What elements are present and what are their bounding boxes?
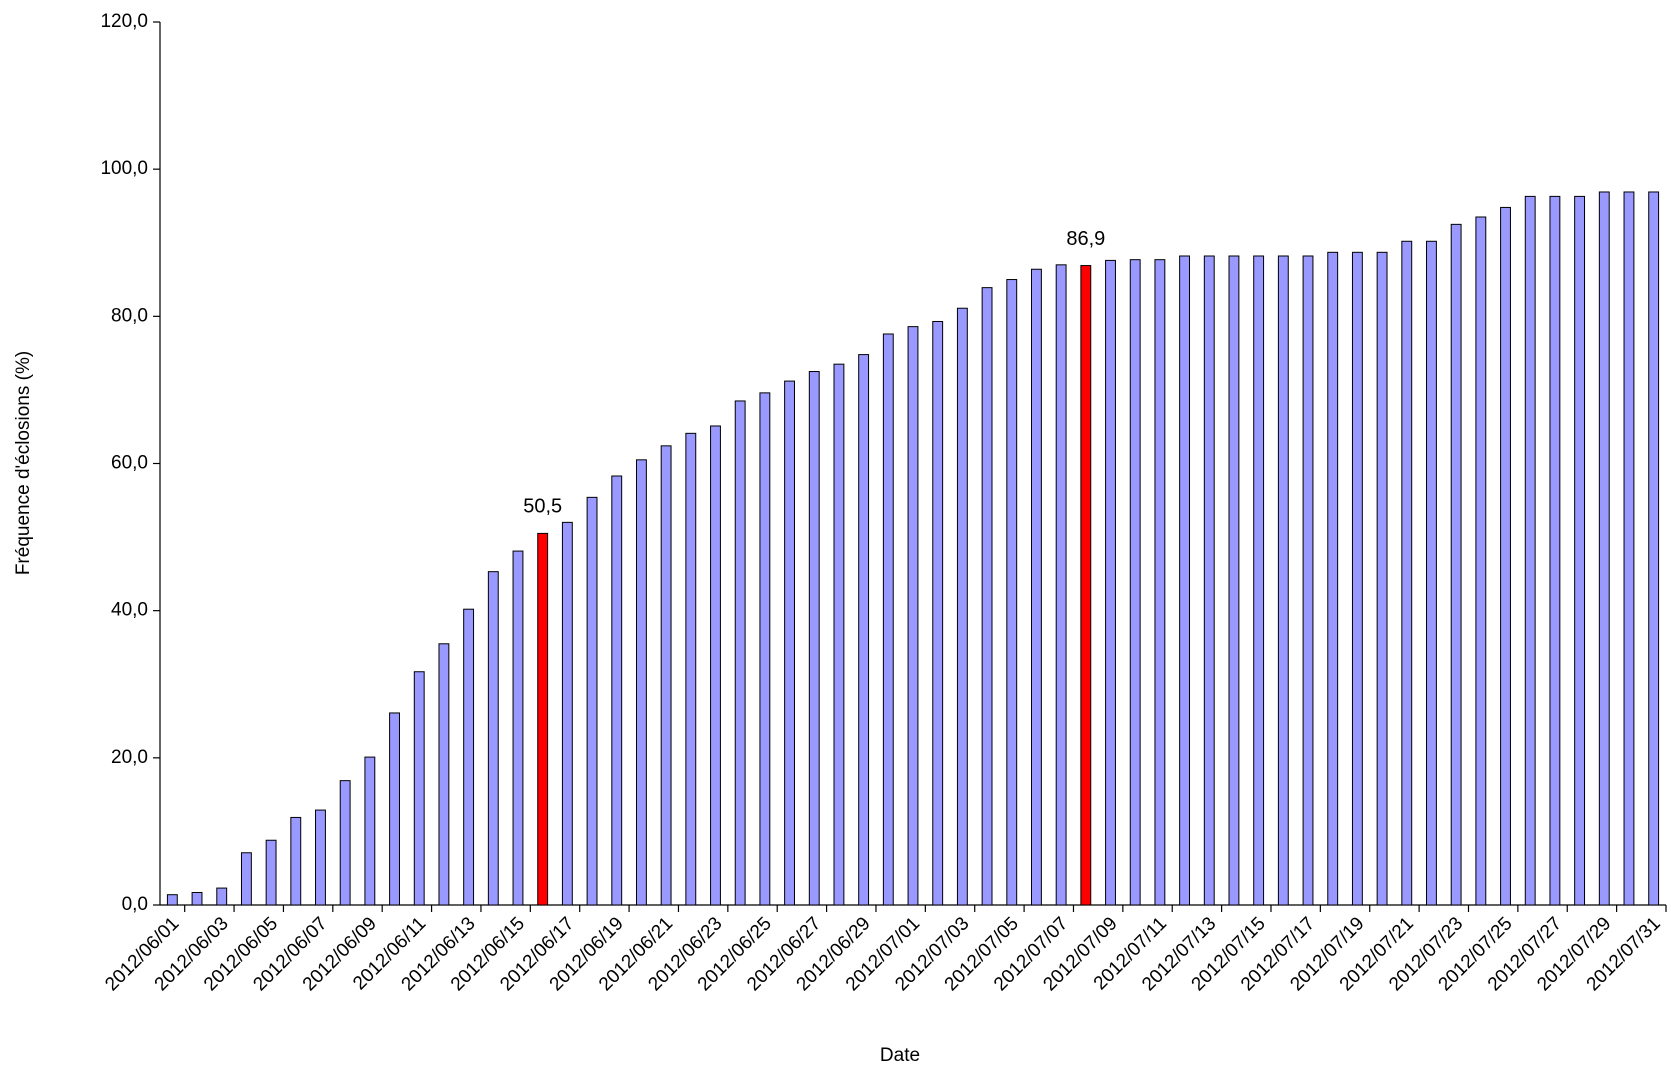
bar bbox=[1524, 195, 1536, 906]
bar bbox=[1401, 240, 1413, 906]
value-label: 50,5 bbox=[523, 496, 562, 518]
bar bbox=[660, 445, 672, 906]
y-tick-label: 40,0 bbox=[111, 600, 148, 621]
bar bbox=[734, 400, 746, 906]
bar bbox=[1006, 279, 1018, 906]
x-axis-title: Date bbox=[880, 1045, 920, 1066]
bar bbox=[882, 333, 894, 906]
bar bbox=[1080, 265, 1092, 906]
y-tick-label: 120,0 bbox=[100, 11, 148, 32]
bar bbox=[1623, 191, 1635, 906]
bar bbox=[512, 550, 524, 906]
bar bbox=[1500, 206, 1511, 906]
y-tick-label: 80,0 bbox=[111, 305, 148, 326]
bar bbox=[463, 608, 475, 906]
bar bbox=[1302, 255, 1314, 906]
bar bbox=[1598, 191, 1610, 906]
bar bbox=[808, 371, 820, 906]
bar bbox=[710, 425, 721, 906]
y-tick-label: 0,0 bbox=[122, 894, 148, 915]
bar bbox=[1327, 251, 1339, 906]
bar bbox=[858, 354, 870, 906]
bar bbox=[1228, 255, 1240, 906]
bar bbox=[1105, 259, 1116, 906]
bar bbox=[240, 852, 252, 906]
bar bbox=[537, 532, 549, 906]
bar bbox=[1475, 216, 1487, 906]
bar bbox=[487, 571, 499, 906]
bar bbox=[1203, 255, 1215, 906]
bar bbox=[611, 475, 623, 906]
bar bbox=[907, 326, 919, 906]
y-tick-label: 100,0 bbox=[100, 158, 148, 179]
bar bbox=[1549, 195, 1561, 906]
bar bbox=[932, 320, 944, 906]
bar bbox=[1574, 195, 1586, 906]
bar bbox=[1351, 251, 1363, 906]
bar bbox=[1426, 240, 1437, 906]
bar bbox=[1031, 268, 1042, 906]
bar bbox=[339, 780, 351, 906]
bar bbox=[389, 712, 400, 906]
bar bbox=[1648, 191, 1660, 906]
bar bbox=[191, 891, 203, 906]
bar bbox=[784, 380, 795, 906]
bar bbox=[981, 287, 993, 906]
bar bbox=[561, 521, 573, 906]
bar bbox=[216, 887, 228, 906]
bar bbox=[438, 643, 450, 906]
bar bbox=[1376, 251, 1388, 906]
y-tick-label: 60,0 bbox=[111, 453, 148, 474]
bar bbox=[166, 894, 178, 906]
bar bbox=[635, 459, 647, 906]
bar bbox=[1154, 259, 1166, 906]
bar bbox=[833, 363, 845, 906]
bar bbox=[1055, 264, 1067, 906]
bar bbox=[413, 671, 425, 906]
bar bbox=[1179, 255, 1191, 906]
value-label: 86,9 bbox=[1066, 228, 1105, 250]
bar bbox=[1253, 255, 1265, 906]
y-tick-label: 20,0 bbox=[111, 747, 148, 768]
bar bbox=[315, 809, 326, 906]
bar bbox=[1450, 223, 1462, 906]
bar bbox=[290, 816, 302, 906]
bar bbox=[759, 392, 771, 906]
bar bbox=[586, 496, 598, 906]
bar bbox=[265, 839, 277, 906]
bar bbox=[1277, 255, 1289, 906]
bar bbox=[364, 756, 376, 906]
bar bbox=[685, 432, 697, 906]
y-axis-title: Fréquence d'éclosions (%) bbox=[13, 351, 34, 575]
bar bbox=[1129, 259, 1141, 906]
bar bbox=[956, 307, 968, 906]
